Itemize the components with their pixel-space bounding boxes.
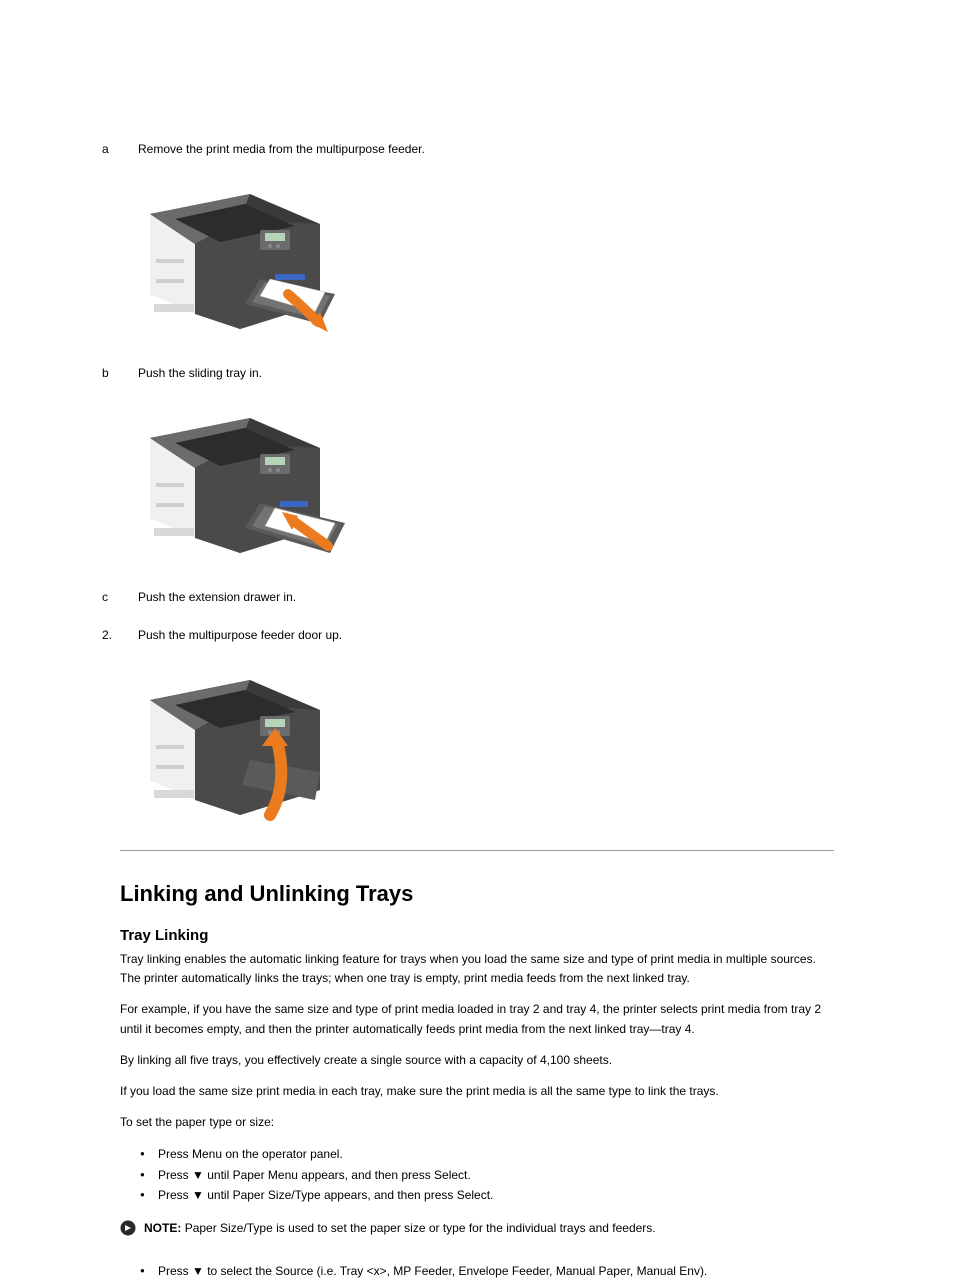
step-a-text: aRemove the print media from the multipu… [120, 140, 834, 158]
step-b-num: b [120, 364, 138, 382]
step-b-block: bPush the sliding tray in. [120, 364, 834, 568]
step-c-num: c [120, 588, 138, 606]
step-2-text: 2.Push the multipurpose feeder door up. [120, 626, 834, 644]
printer-svg-2 [120, 388, 350, 568]
para-1: Tray linking enables the automatic linki… [120, 950, 834, 988]
step-2-body: Push the multipurpose feeder door up. [138, 628, 342, 642]
step-2-block: 2.Push the multipurpose feeder door up. [120, 626, 834, 830]
printer-image-push-tray [120, 388, 350, 568]
step-a-num: a [120, 140, 138, 158]
note-label: NOTE: [144, 1221, 181, 1235]
para-5: To set the paper type or size: [120, 1113, 834, 1132]
step-b-body: Push the sliding tray in. [138, 366, 262, 380]
page: aRemove the print media from the multipu… [0, 0, 954, 1235]
step-a-block: aRemove the print media from the multipu… [120, 140, 834, 344]
step-2-num: 2. [120, 626, 138, 644]
steps-list-1: Press Menu on the operator panel. Press … [120, 1144, 834, 1205]
printer-image-close-door [120, 650, 350, 830]
steps-list-2: Press ▼ to select the Source (i.e. Tray … [120, 1261, 834, 1281]
note-body: Paper Size/Type is used to set the paper… [185, 1221, 656, 1235]
step-item-2: Press ▼ until Paper Menu appears, and th… [144, 1165, 834, 1185]
note-row: NOTE: Paper Size/Type is used to set the… [120, 1219, 834, 1241]
printer-svg-3 [120, 650, 350, 830]
subsection-title: Tray Linking [120, 927, 834, 944]
step-c-body: Push the extension drawer in. [138, 590, 296, 604]
step-item-1: Press Menu on the operator panel. [144, 1144, 834, 1164]
step-b-text: bPush the sliding tray in. [120, 364, 834, 382]
printer-image-remove-media [120, 164, 350, 344]
note-arrow-icon [120, 1220, 136, 1241]
step-c-block: cPush the extension drawer in. [120, 588, 834, 606]
para-4: If you load the same size print media in… [120, 1082, 834, 1101]
section-divider [120, 850, 834, 851]
step-a-body: Remove the print media from the multipur… [138, 142, 425, 156]
para-3: By linking all five trays, you effective… [120, 1051, 834, 1070]
step2-item-1: Press ▼ to select the Source (i.e. Tray … [144, 1261, 834, 1281]
printer-svg-1 [120, 164, 350, 344]
para-2: For example, if you have the same size a… [120, 1000, 834, 1038]
section-title: Linking and Unlinking Trays [120, 881, 834, 907]
step-c-text: cPush the extension drawer in. [120, 588, 834, 606]
step-item-3: Press ▼ until Paper Size/Type appears, a… [144, 1185, 834, 1205]
